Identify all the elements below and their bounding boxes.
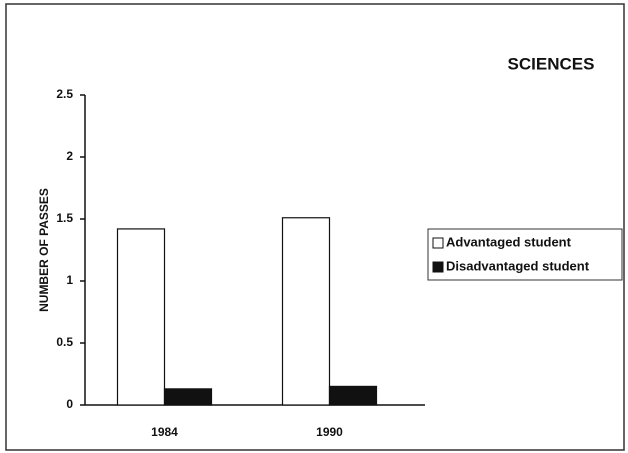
y-tick-label: 1.5 (56, 211, 73, 225)
frame (5, 3, 625, 451)
y-tick-label: 0.5 (56, 335, 73, 349)
legend (427, 228, 623, 281)
bar (281, 217, 331, 406)
bar (116, 228, 166, 406)
legend-swatch (432, 237, 444, 249)
y-axis-label: NUMBER OF PASSES (37, 188, 51, 312)
y-tick-label: 2.5 (56, 87, 73, 101)
legend-swatch (432, 261, 444, 273)
y-tick-label: 0 (66, 397, 73, 411)
bar (163, 388, 213, 406)
x-tick-label: 1990 (316, 425, 343, 439)
x-tick-label: 1984 (151, 425, 178, 439)
y-tick-label: 2 (66, 149, 73, 163)
y-tick-label: 1 (66, 273, 73, 287)
legend-label: Advantaged student (446, 234, 572, 249)
bar (328, 385, 378, 406)
legend-label: Disadvantaged student (446, 258, 590, 273)
chart-title: SCIENCES (508, 54, 595, 73)
